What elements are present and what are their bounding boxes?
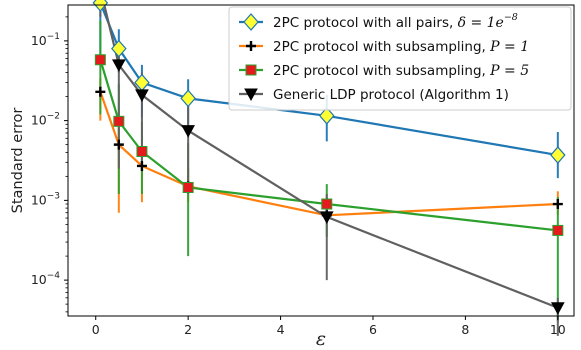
x-tick-label: 8 bbox=[461, 322, 469, 337]
legend-label: 2PC protocol with subsampling, P = 1 bbox=[273, 39, 529, 55]
series-line bbox=[99, 2, 559, 157]
diamond-marker bbox=[550, 146, 566, 164]
square-marker bbox=[113, 115, 125, 127]
triangle-down-marker bbox=[244, 88, 258, 102]
series-line bbox=[99, 59, 558, 232]
square-marker bbox=[321, 198, 333, 210]
x-tick-label: 0 bbox=[92, 322, 100, 337]
plus-marker bbox=[113, 139, 124, 150]
triangle-down-marker bbox=[111, 59, 126, 72]
diamond-marker bbox=[111, 39, 127, 58]
diamond-marker bbox=[243, 13, 259, 31]
triangle-down-marker bbox=[550, 302, 565, 315]
y-tick-label: 10−4 bbox=[31, 271, 60, 287]
square-marker bbox=[245, 64, 257, 76]
axes-layer: 0 2 4 6 8 10 10−4 10−3 10−2 10−1 bbox=[31, 16, 566, 337]
diamond-marker bbox=[180, 89, 196, 108]
x-axis-label: ε bbox=[316, 328, 326, 350]
series-line bbox=[99, 91, 558, 217]
square-marker bbox=[94, 54, 106, 66]
y-tick-label: 10−3 bbox=[31, 191, 60, 207]
legend-label: 2PC protocol with subsampling, P = 5 bbox=[273, 63, 529, 79]
x-tick-label: 6 bbox=[369, 322, 377, 337]
x-tick-label: 2 bbox=[184, 322, 192, 337]
plus-marker bbox=[246, 41, 256, 51]
square-marker bbox=[136, 146, 148, 158]
plus-marker bbox=[95, 86, 106, 97]
plot-area-frame bbox=[67, 4, 575, 317]
y-tick-label: 10−2 bbox=[31, 112, 60, 128]
x-tick-label: 10 bbox=[550, 322, 566, 337]
plus-marker bbox=[136, 160, 147, 171]
legend-box bbox=[228, 6, 572, 111]
legend-label: Generic LDP protocol (Algorithm 1) bbox=[273, 87, 509, 103]
square-marker bbox=[552, 224, 564, 236]
legend-label: 2PC protocol with all pairs, δ = 1e−8 bbox=[273, 12, 518, 31]
legend: 2PC protocol with all pairs, δ = 1e−8 2PC… bbox=[228, 6, 572, 111]
triangle-down-marker bbox=[319, 211, 334, 224]
triangle-down-marker bbox=[135, 89, 149, 102]
square-marker bbox=[182, 182, 194, 194]
plus-marker bbox=[552, 199, 563, 210]
triangle-down-marker bbox=[181, 125, 195, 138]
y-tick-label: 10−1 bbox=[31, 32, 60, 48]
y-axis-label: Standard error bbox=[10, 108, 26, 214]
x-tick-label: 4 bbox=[277, 322, 285, 337]
diamond-marker bbox=[318, 106, 335, 125]
